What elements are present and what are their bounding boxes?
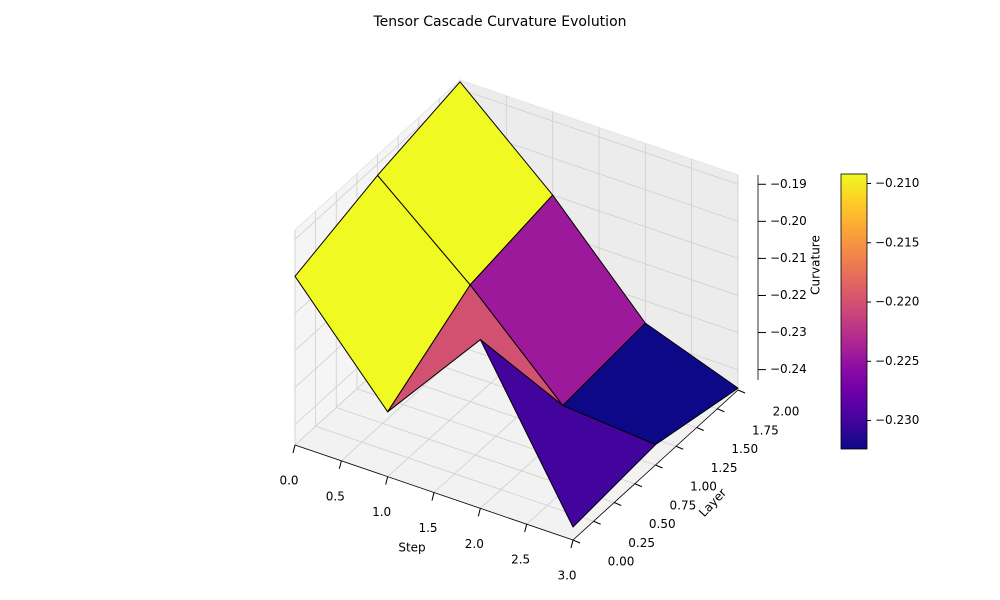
x-tick <box>338 460 342 469</box>
grid-line <box>315 425 594 522</box>
y-tick <box>737 389 746 394</box>
x-tick-label: 2.5 <box>511 553 530 567</box>
x-tick-label: 3.0 <box>557 569 576 583</box>
colorbar-tick-label: −0.220 <box>875 295 919 309</box>
y-tick <box>614 502 622 506</box>
x-tick <box>477 508 481 517</box>
z-axis-label: Curvature <box>809 235 823 295</box>
axis-line <box>294 444 574 541</box>
z-tick-label: −0.21 <box>770 251 807 265</box>
x-tick <box>292 444 296 454</box>
y-tick-label: 1.00 <box>690 480 717 494</box>
x-tick-label: 1.5 <box>418 521 437 535</box>
y-tick-label: 1.75 <box>752 423 779 437</box>
y-tick-label: 2.00 <box>773 405 800 419</box>
z-tick-label: −0.20 <box>770 214 807 228</box>
y-tick-label: 1.25 <box>711 461 738 475</box>
y-tick-label: 0.50 <box>649 517 676 531</box>
grid-line <box>459 88 739 185</box>
y-tick-label: 1.50 <box>731 442 758 456</box>
colorbar-tick-label: −0.230 <box>875 413 919 427</box>
y-tick-label: 0.00 <box>608 555 635 569</box>
z-tick-label: −0.24 <box>770 362 807 376</box>
y-tick <box>634 483 643 488</box>
x-tick <box>524 524 528 533</box>
x-tick <box>431 492 435 501</box>
z-tick-label: −0.19 <box>770 177 807 191</box>
chart-title: Tensor Cascade Curvature Evolution <box>372 14 626 30</box>
axes: 0.0 0.5 1.0 1.5 2.0 2.5 3.0 0.00 0.25 0.50 0.75 1.0… <box>279 175 807 583</box>
x-tick-label: 0.5 <box>326 489 345 503</box>
x-tick <box>385 476 389 485</box>
colorbar-tick-label: −0.215 <box>875 235 919 249</box>
axis-line <box>572 389 739 541</box>
z-tick-label: −0.23 <box>770 325 807 339</box>
x-tick <box>570 539 574 549</box>
y-tick <box>696 427 704 431</box>
colorbar-tick-label: −0.210 <box>875 176 919 190</box>
y-tick-label: 0.75 <box>670 498 697 512</box>
y-tick <box>593 520 601 525</box>
surface <box>294 81 739 528</box>
x-tick-label: 2.0 <box>465 537 484 551</box>
x-tick-label: 1.0 <box>372 505 391 519</box>
colorbar-tick-label: −0.225 <box>875 354 919 368</box>
y-tick-label: 0.25 <box>628 536 655 550</box>
y-tick <box>717 408 725 413</box>
colorbar <box>840 173 868 450</box>
y-tick <box>655 464 663 469</box>
y-tick <box>572 539 581 544</box>
surface-face <box>479 339 656 528</box>
x-tick-label: 0.0 <box>279 474 298 488</box>
z-tick-label: −0.22 <box>770 288 807 302</box>
x-axis-label: Step <box>398 541 425 555</box>
y-tick <box>675 445 684 450</box>
